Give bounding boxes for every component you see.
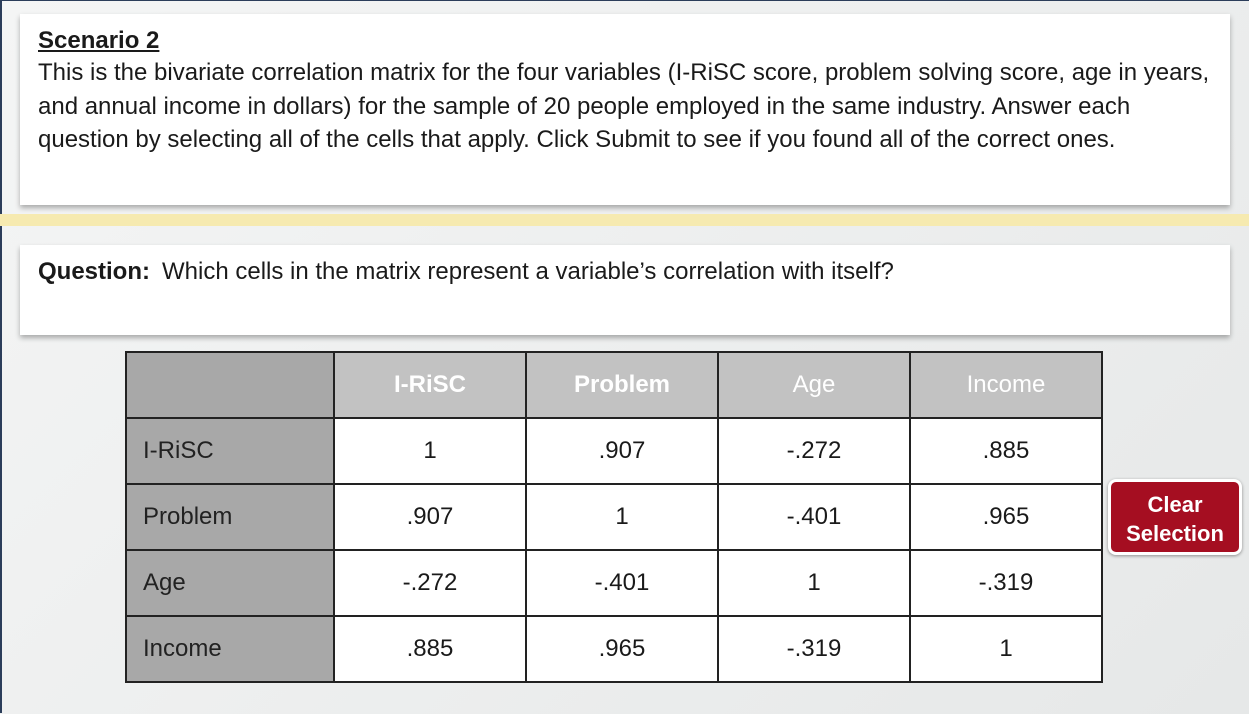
- question-label: Question:: [38, 258, 150, 285]
- matrix-cell[interactable]: -.272: [717, 417, 911, 485]
- clear-selection-button[interactable]: Clear Selection: [1108, 479, 1242, 555]
- button-label-line: Selection: [1126, 521, 1224, 546]
- matrix-cell[interactable]: 1: [909, 615, 1103, 683]
- matrix-cell[interactable]: .885: [909, 417, 1103, 485]
- matrix-cell[interactable]: .965: [909, 483, 1103, 551]
- corner-cell: [125, 351, 335, 419]
- matrix-cell[interactable]: -.319: [909, 549, 1103, 617]
- column-header: I-RiSC: [333, 351, 527, 419]
- matrix-cell[interactable]: -.319: [717, 615, 911, 683]
- matrix-cell[interactable]: 1: [525, 483, 719, 551]
- matrix-cell[interactable]: -.401: [525, 549, 719, 617]
- matrix-cell[interactable]: .885: [333, 615, 527, 683]
- matrix-cell[interactable]: 1: [333, 417, 527, 485]
- matrix-cell[interactable]: -.272: [333, 549, 527, 617]
- matrix-row: Age -.272 -.401 1 -.319: [125, 549, 1103, 617]
- button-label-line: Clear: [1147, 492, 1203, 517]
- matrix-cell[interactable]: .965: [525, 615, 719, 683]
- row-header: Age: [125, 549, 335, 617]
- column-header: Problem: [525, 351, 719, 419]
- question-card: Question: Which cells in the matrix repre…: [20, 245, 1230, 335]
- column-header: Income: [909, 351, 1103, 419]
- matrix-row: I-RiSC 1.907 -.272.885: [125, 417, 1103, 485]
- correlation-table: I-RiSC Problem Age Income I-RiSC 1.907 -.272.8…: [125, 351, 1103, 683]
- matrix-cell[interactable]: 1: [717, 549, 911, 617]
- matrix-cell[interactable]: .907: [525, 417, 719, 485]
- scenario-title: Scenario 2: [38, 27, 160, 54]
- row-header: Income: [125, 615, 335, 683]
- matrix-cell[interactable]: .907: [333, 483, 527, 551]
- matrix-cell[interactable]: -.401: [717, 483, 911, 551]
- divider-band: [0, 214, 1249, 226]
- matrix-row: Problem .907 1 -.401.965: [125, 483, 1103, 551]
- header-row: I-RiSC Problem Age Income: [125, 351, 1103, 419]
- row-header: Problem: [125, 483, 335, 551]
- question-text: Which cells in the matrix represent a va…: [162, 258, 894, 285]
- scenario-card: Scenario 2 This is the bivariate correla…: [20, 14, 1230, 205]
- matrix-row: Income .885.965 -.319 1: [125, 615, 1103, 683]
- row-header: I-RiSC: [125, 417, 335, 485]
- scenario-text: This is the bivariate correlation matrix…: [38, 59, 1210, 153]
- column-header: Age: [717, 351, 911, 419]
